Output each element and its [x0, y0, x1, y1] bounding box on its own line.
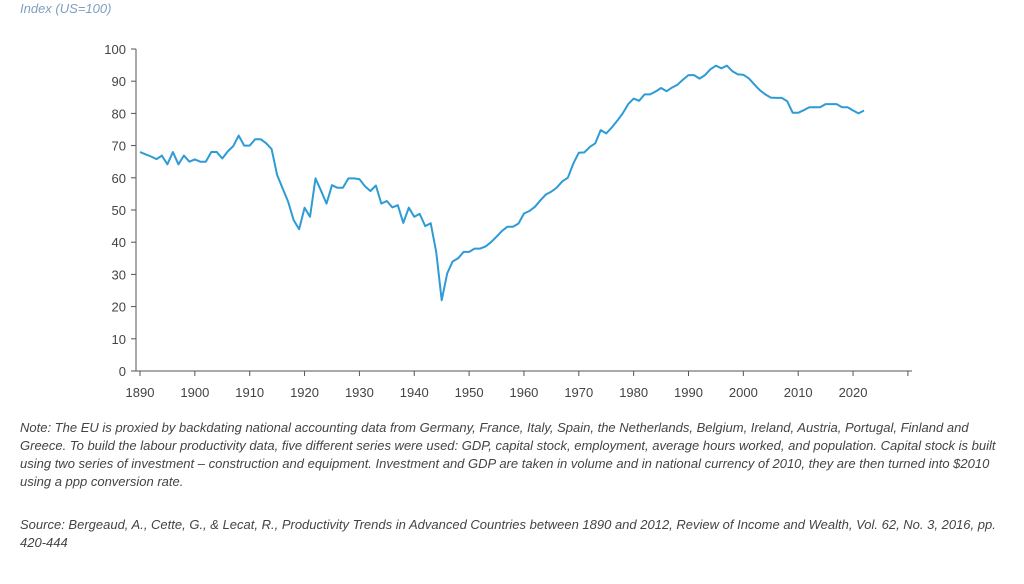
x-tick-label: 2000 — [729, 385, 758, 400]
y-tick-label: 60 — [112, 171, 126, 186]
x-tick-label: 1930 — [345, 385, 374, 400]
y-tick-label: 40 — [112, 235, 126, 250]
line-chart: 0 10 20 30 40 50 60 70 80 90 100 1890 1900 1910 1920 19… — [104, 42, 912, 400]
x-tick-label: 2020 — [839, 385, 868, 400]
x-tick-label: 1980 — [619, 385, 648, 400]
x-tick-label: 2010 — [784, 385, 813, 400]
x-tick-label: 1940 — [400, 385, 429, 400]
chart-source: Source: Bergeaud, A., Cette, G., & Lecat… — [20, 517, 996, 550]
y-tick-label: 10 — [112, 332, 126, 347]
x-tick-label: 1910 — [235, 385, 264, 400]
x-tick-label: 1950 — [455, 385, 484, 400]
x-tick-label: 1900 — [180, 385, 209, 400]
y-tick-label: 20 — [112, 300, 126, 315]
x-tick-label: 1990 — [674, 385, 703, 400]
x-tick-label: 1890 — [126, 385, 155, 400]
y-tick-label: 30 — [112, 267, 126, 282]
y-tick-label: 80 — [112, 106, 126, 121]
x-tick-label: 1960 — [509, 385, 538, 400]
y-tick-label: 90 — [112, 74, 126, 89]
y-tick-label: 0 — [119, 364, 126, 379]
series-line-eu-productivity — [139, 64, 865, 302]
x-tick-label: 1920 — [290, 385, 319, 400]
y-tick-label: 50 — [112, 203, 126, 218]
chart-note: Note: The EU is proxied by backdating na… — [20, 420, 996, 489]
y-axis-label: Index (US=100) — [20, 1, 112, 16]
x-tick-label: 1970 — [564, 385, 593, 400]
y-tick-label: 100 — [104, 42, 126, 57]
y-tick-label: 70 — [112, 139, 126, 154]
